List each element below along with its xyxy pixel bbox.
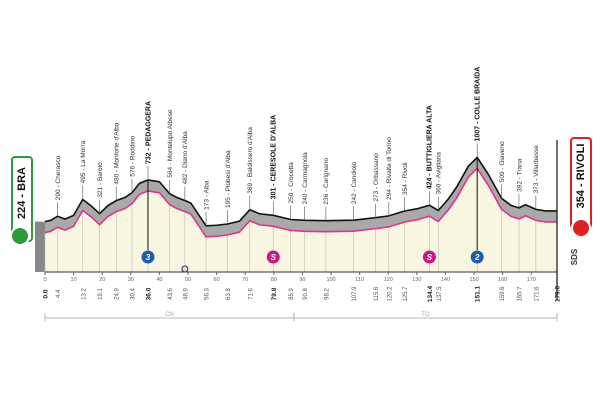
place-label: 1007 - COLLE BRAIDA bbox=[474, 67, 481, 142]
feed-zone-icon bbox=[181, 265, 189, 273]
km-label: 179.0 bbox=[555, 285, 562, 302]
km-label: 4.4 bbox=[56, 289, 62, 298]
kom-label: 3 bbox=[146, 253, 151, 262]
km-tick-label: 90 bbox=[299, 277, 305, 283]
km-label: 171.6 bbox=[534, 286, 540, 302]
sprint-icon bbox=[266, 250, 280, 264]
place-label: 373 - Villarbasse bbox=[533, 145, 540, 194]
km-tick-label: 140 bbox=[441, 277, 450, 283]
place-label: 360 - Avigliana bbox=[436, 152, 443, 195]
km-label: 36.0 bbox=[145, 287, 152, 300]
km-label: 79.8 bbox=[271, 287, 278, 300]
profile-line bbox=[44, 156, 557, 227]
km-tick-label: 20 bbox=[99, 277, 105, 283]
km-label: 151.1 bbox=[475, 285, 482, 302]
km-label: 43.6 bbox=[168, 288, 174, 300]
sprint-label: S bbox=[427, 253, 433, 262]
km-label: 85.9 bbox=[289, 288, 295, 300]
km-label: 48.9 bbox=[183, 288, 189, 300]
km-tick-label: 30 bbox=[128, 277, 134, 283]
kom-icon bbox=[470, 250, 484, 264]
finish-icon bbox=[571, 218, 591, 238]
km-label: 159.6 bbox=[500, 286, 506, 302]
place-label: 732 - PEDAGGERA bbox=[145, 101, 152, 164]
place-label: 195 - Piobesi d'Alba bbox=[225, 150, 232, 208]
place-label: 564 - Montelupo Albese bbox=[167, 109, 174, 178]
place-label: 424 - BUTTIGLIERA ALTA bbox=[427, 105, 434, 189]
place-label: 236 - Carignano bbox=[323, 158, 330, 205]
place-label: 392 - Trana bbox=[516, 158, 523, 192]
km-label: 137.5 bbox=[437, 286, 443, 302]
finish-box: 354 - RIVOLI bbox=[570, 137, 592, 229]
km-tick-label: 0 bbox=[43, 277, 46, 283]
place-label: 273 - Orbassano bbox=[373, 153, 380, 202]
km-tick-label: 150 bbox=[469, 277, 478, 283]
km-label: 30.4 bbox=[130, 288, 136, 300]
sds-logo: SDS bbox=[570, 248, 579, 266]
km-label: 120.2 bbox=[387, 286, 393, 302]
km-tick-label: 100 bbox=[326, 277, 335, 283]
sprint-label: S bbox=[271, 253, 277, 262]
finish-label: 354 - RIVOLI bbox=[575, 143, 587, 209]
km-tick-label: 10 bbox=[71, 277, 77, 283]
place-label: 576 - Roddino bbox=[129, 136, 136, 177]
start-wall bbox=[35, 221, 45, 272]
place-label: 509 - Giaveno bbox=[499, 141, 506, 182]
place-label: 242 - Candiolo bbox=[351, 161, 358, 204]
km-label: 107.9 bbox=[352, 286, 358, 302]
kom-icon bbox=[141, 250, 155, 264]
km-tick-label: 60 bbox=[214, 277, 220, 283]
province-label: TO bbox=[421, 312, 430, 318]
km-tick-label: 80 bbox=[271, 277, 277, 283]
km-label: 0.0 bbox=[43, 289, 50, 298]
km-tick-label: 50 bbox=[185, 277, 191, 283]
profile-area bbox=[45, 168, 557, 272]
km-label: 98.2 bbox=[324, 288, 330, 300]
place-label: 354 - Rivoli bbox=[402, 162, 409, 195]
km-label: 165.7 bbox=[517, 286, 523, 302]
km-label: 71.6 bbox=[248, 288, 254, 300]
place-label: 482 - Diano d'Alba bbox=[182, 131, 189, 185]
place-label: 321 - Barolo bbox=[97, 162, 104, 198]
place-label: 480 - Monforte d'Alba bbox=[114, 122, 121, 184]
road-line bbox=[44, 167, 557, 238]
profile-shade bbox=[45, 157, 557, 237]
km-tick-label: 70 bbox=[242, 277, 248, 283]
km-tick-label: 130 bbox=[412, 277, 421, 283]
km-label: 115.6 bbox=[374, 286, 380, 301]
km-label: 24.9 bbox=[115, 288, 121, 300]
place-label: 250 - Crocetta bbox=[288, 162, 295, 204]
kom-label: 2 bbox=[474, 253, 480, 262]
km-tick-label: 170 bbox=[527, 277, 536, 283]
km-label: 56.3 bbox=[205, 288, 211, 300]
km-label: 63.8 bbox=[226, 288, 232, 300]
place-label: 495 - La Morra bbox=[80, 140, 87, 183]
sprint-icon bbox=[422, 250, 436, 264]
place-label: 240 - Carmagnola bbox=[302, 152, 309, 204]
place-label: 369 - Baldissero d'Alba bbox=[247, 127, 254, 194]
km-label: 90.8 bbox=[303, 288, 309, 300]
place-label: 290 - Cherasco bbox=[55, 155, 62, 200]
place-label: 173 - Alba bbox=[203, 180, 210, 210]
km-tick-label: 120 bbox=[384, 277, 393, 283]
km-tick-label: 40 bbox=[156, 277, 162, 283]
km-label: 125.7 bbox=[403, 286, 409, 302]
km-tick-label: 160 bbox=[498, 277, 507, 283]
place-label: 294 - Rivalta di Torino bbox=[386, 137, 393, 200]
km-tick-label: 110 bbox=[355, 277, 364, 283]
km-label: 13.2 bbox=[81, 288, 87, 300]
km-label: 19.1 bbox=[98, 288, 104, 300]
place-label: 301 - CERESOLE D'ALBA bbox=[271, 115, 278, 200]
start-label: 224 - BRA bbox=[16, 167, 28, 219]
province-label: CN bbox=[165, 312, 174, 318]
km-label: 134.4 bbox=[427, 285, 434, 302]
start-icon bbox=[10, 226, 30, 246]
